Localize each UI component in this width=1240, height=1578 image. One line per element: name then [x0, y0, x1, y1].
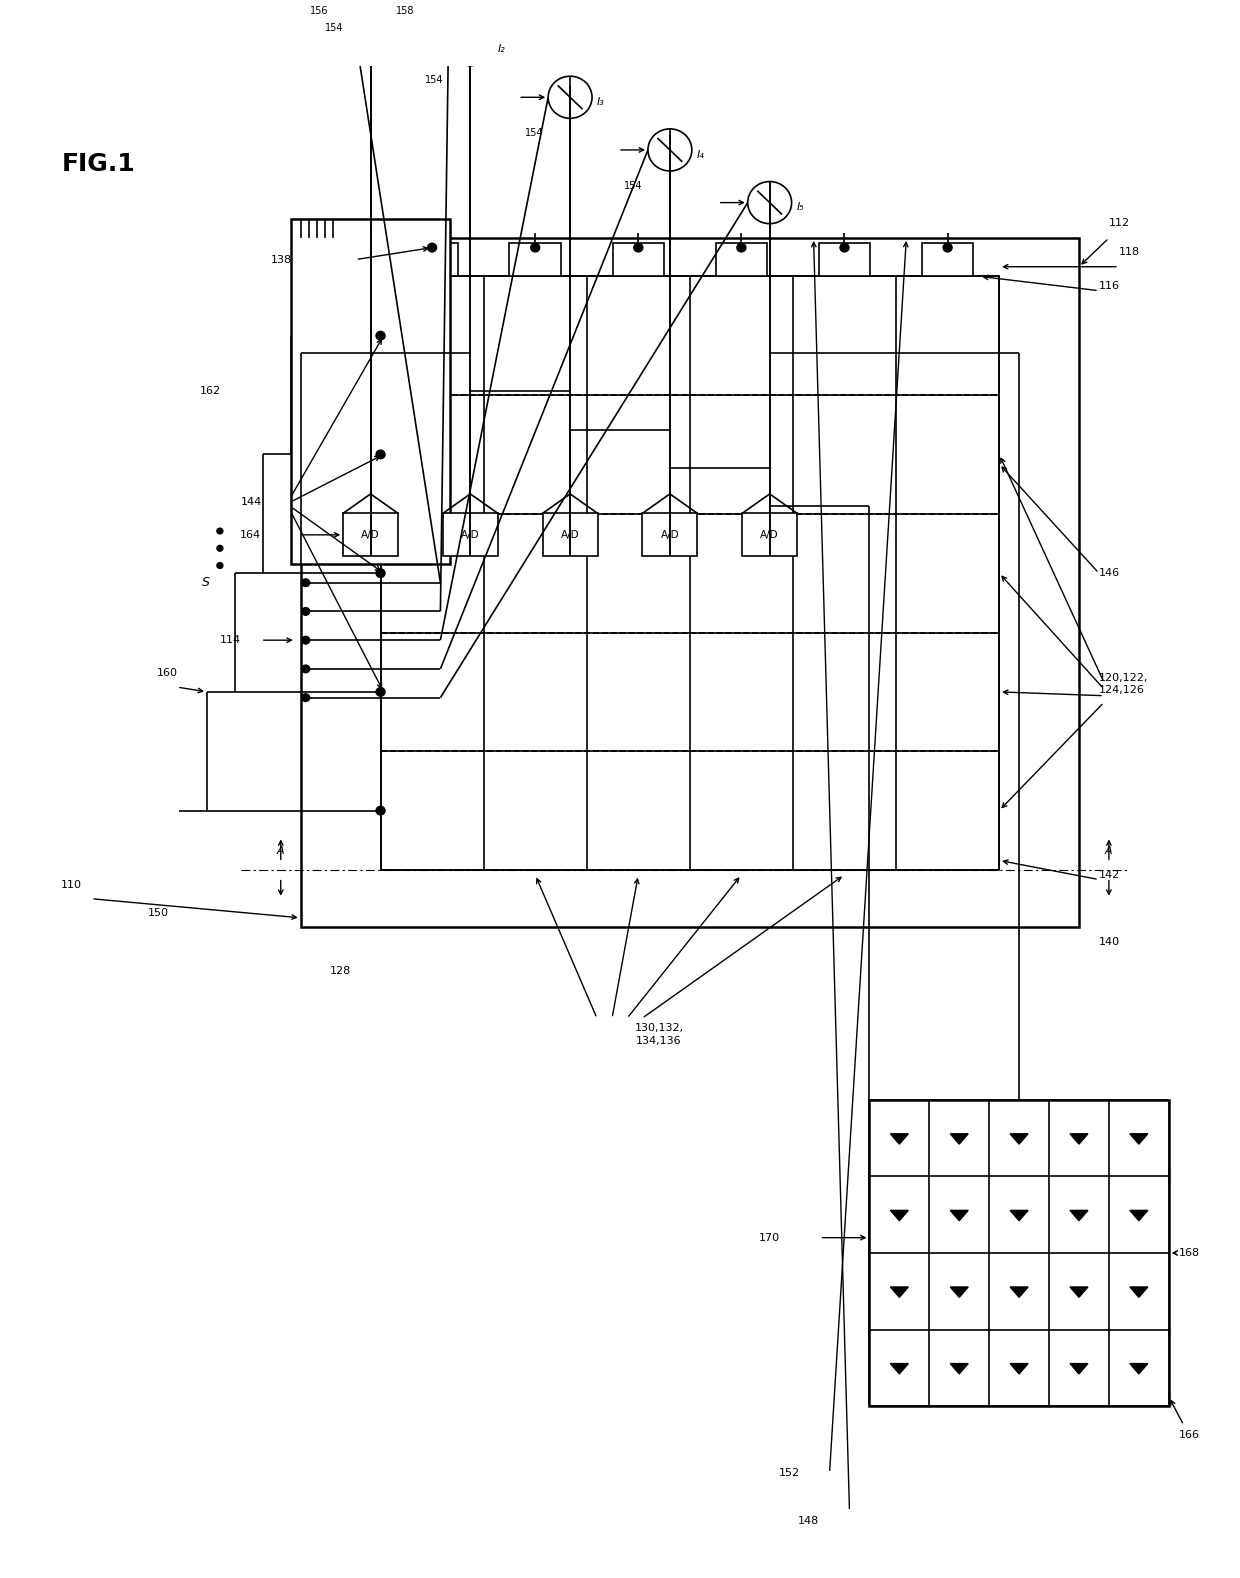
Text: I₅: I₅ [796, 202, 805, 213]
Polygon shape [950, 1363, 968, 1374]
Bar [642, 513, 697, 557]
Text: 114: 114 [219, 636, 241, 645]
Circle shape [376, 806, 386, 814]
Polygon shape [1130, 1363, 1148, 1374]
Polygon shape [1011, 1288, 1028, 1297]
Circle shape [376, 688, 386, 696]
Polygon shape [1011, 1363, 1028, 1374]
Circle shape [301, 664, 310, 672]
Text: S: S [202, 576, 210, 589]
Bar [343, 513, 398, 557]
Text: 148: 148 [799, 1516, 820, 1526]
Bar [301, 238, 1079, 928]
Circle shape [737, 243, 746, 252]
Text: I₂: I₂ [497, 44, 505, 54]
Circle shape [634, 243, 642, 252]
Text: 112: 112 [1109, 218, 1130, 229]
Text: A: A [277, 846, 284, 855]
Bar [510, 243, 560, 276]
Text: I₁: I₁ [398, 0, 405, 2]
Bar [381, 276, 999, 869]
Text: FIG.1: FIG.1 [61, 151, 135, 175]
Text: 162: 162 [200, 387, 221, 396]
Polygon shape [890, 1133, 909, 1144]
Text: 170: 170 [759, 1232, 780, 1242]
Circle shape [301, 636, 310, 644]
Text: 152: 152 [779, 1468, 800, 1479]
Bar [407, 243, 458, 276]
Circle shape [944, 243, 952, 252]
Text: A/D: A/D [361, 530, 379, 540]
Circle shape [217, 529, 223, 533]
Circle shape [376, 450, 386, 459]
Polygon shape [1011, 1210, 1028, 1221]
Bar [443, 513, 497, 557]
Text: 166: 166 [1179, 1430, 1200, 1439]
Bar [715, 243, 768, 276]
Text: 144: 144 [241, 497, 262, 507]
Text: A/D: A/D [560, 530, 579, 540]
Circle shape [301, 694, 310, 702]
Text: 154: 154 [525, 128, 543, 137]
Text: 116: 116 [1099, 281, 1120, 290]
Circle shape [376, 331, 386, 339]
Text: 140: 140 [1099, 937, 1120, 947]
Polygon shape [890, 1210, 909, 1221]
Text: 110: 110 [61, 879, 82, 890]
Bar [381, 394, 999, 514]
Circle shape [428, 243, 436, 252]
Bar [869, 1100, 1169, 1406]
Text: 128: 128 [330, 966, 351, 975]
Bar [543, 513, 598, 557]
Polygon shape [1070, 1363, 1087, 1374]
Circle shape [531, 243, 539, 252]
Text: 168: 168 [1179, 1248, 1200, 1258]
Text: I₃: I₃ [596, 98, 605, 107]
Text: 142: 142 [1099, 869, 1120, 881]
Text: 120,122,
124,126: 120,122, 124,126 [1099, 672, 1148, 696]
Polygon shape [1130, 1133, 1148, 1144]
Text: 160: 160 [157, 667, 179, 677]
Text: A/D: A/D [661, 530, 680, 540]
Polygon shape [890, 1288, 909, 1297]
Bar [613, 243, 665, 276]
Polygon shape [950, 1133, 968, 1144]
Polygon shape [950, 1210, 968, 1221]
Bar [381, 633, 999, 751]
Text: 156: 156 [310, 6, 329, 16]
Text: 130,132,
134,136: 130,132, 134,136 [635, 1023, 683, 1046]
Text: A/D: A/D [760, 530, 779, 540]
Text: 164: 164 [239, 530, 260, 540]
Text: 118: 118 [1118, 248, 1140, 257]
Bar [921, 243, 973, 276]
Bar [290, 219, 450, 563]
Circle shape [217, 546, 223, 551]
Circle shape [217, 563, 223, 568]
Polygon shape [1130, 1210, 1148, 1221]
Circle shape [839, 243, 849, 252]
Circle shape [301, 608, 310, 615]
Text: 150: 150 [148, 909, 169, 918]
Polygon shape [890, 1363, 909, 1374]
Text: 138: 138 [270, 254, 291, 265]
Polygon shape [1011, 1133, 1028, 1144]
Polygon shape [1070, 1288, 1087, 1297]
Text: 146: 146 [1099, 568, 1120, 578]
Text: 154: 154 [325, 22, 343, 33]
Text: 154: 154 [425, 76, 444, 85]
Bar [743, 513, 797, 557]
Text: 158: 158 [396, 6, 414, 16]
Polygon shape [950, 1288, 968, 1297]
Polygon shape [1130, 1288, 1148, 1297]
Circle shape [376, 568, 386, 578]
Text: I₄: I₄ [697, 150, 704, 159]
Text: 154: 154 [625, 180, 644, 191]
Polygon shape [1070, 1133, 1087, 1144]
Text: A/D: A/D [461, 530, 480, 540]
Bar [818, 243, 870, 276]
Text: A: A [1105, 846, 1112, 855]
Circle shape [301, 579, 310, 587]
Polygon shape [1070, 1210, 1087, 1221]
